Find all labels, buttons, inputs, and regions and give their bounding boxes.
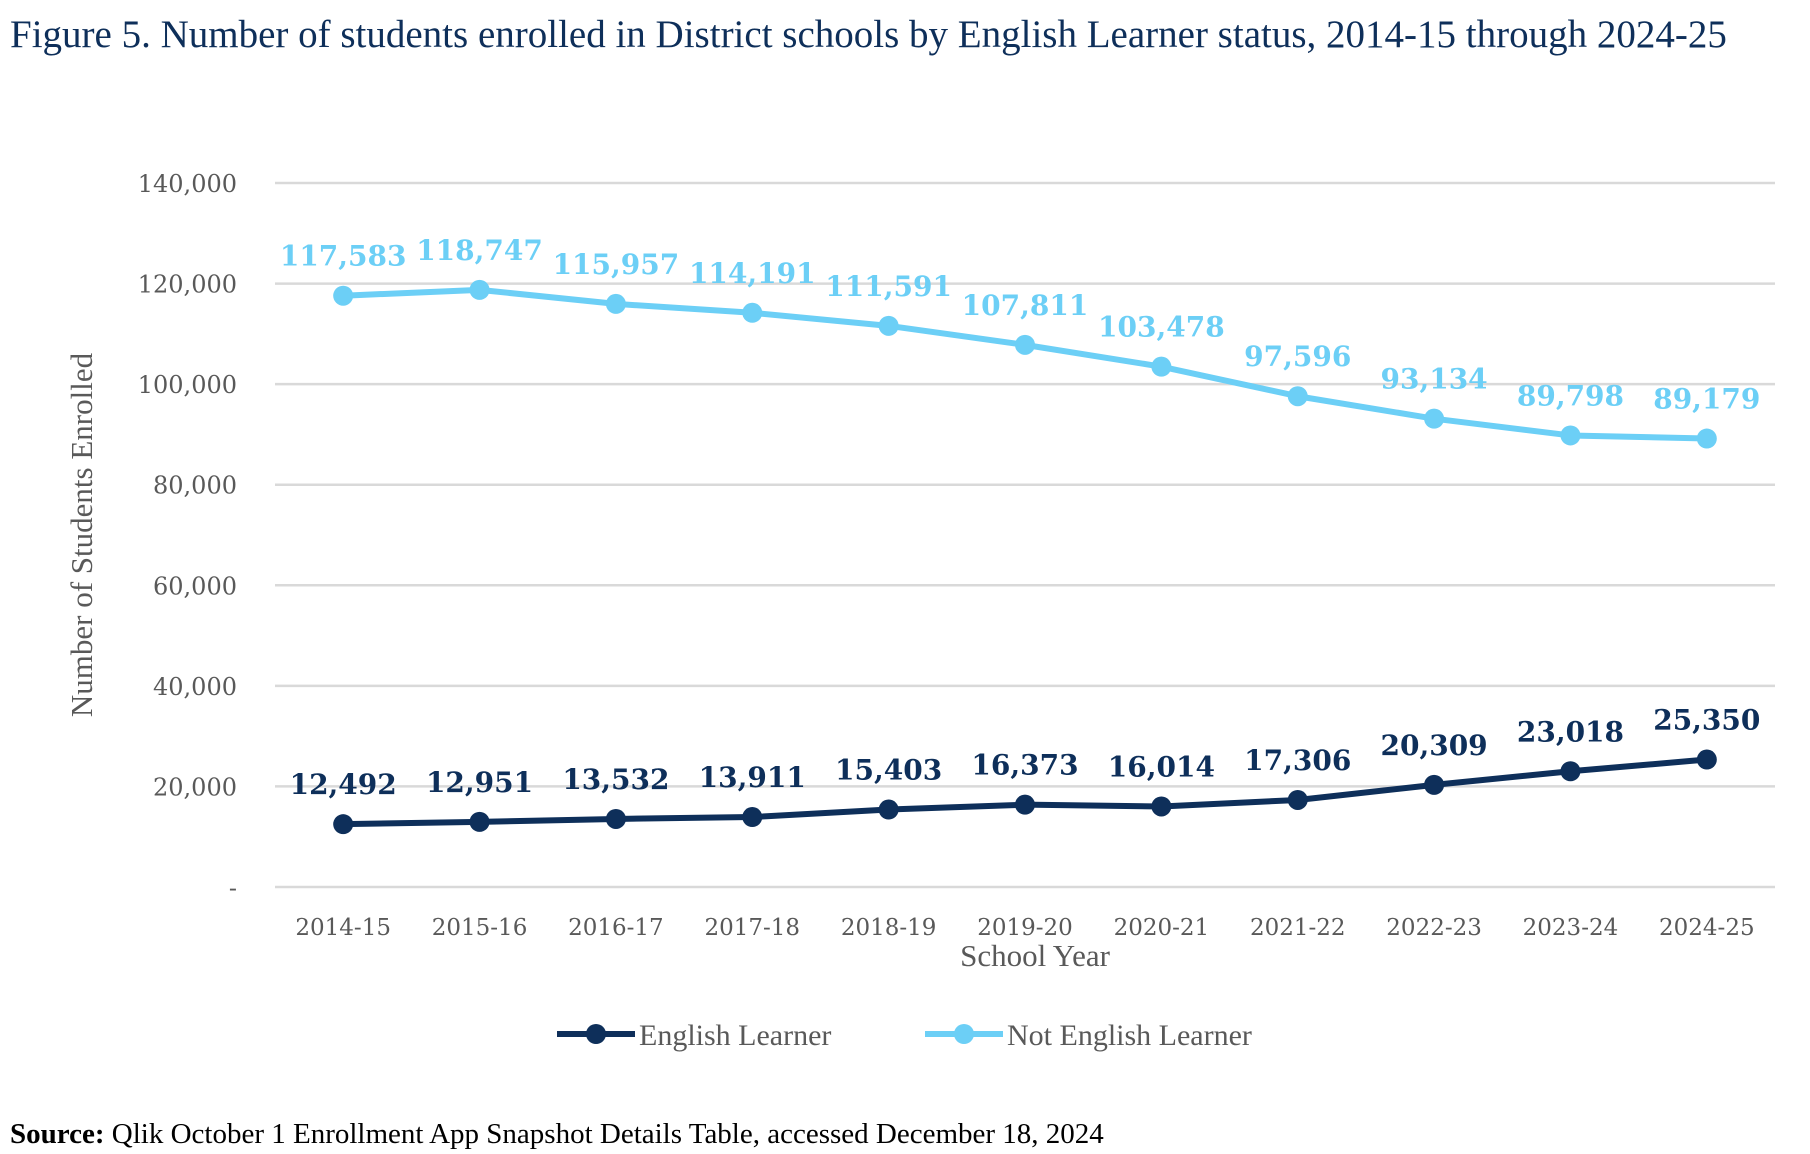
data-point [605, 293, 626, 314]
data-label: 97,596 [1244, 340, 1351, 373]
data-label: 12,492 [290, 768, 397, 801]
data-point [469, 811, 490, 832]
legend-marker-icon [954, 1024, 974, 1044]
y-tick-label: 80,000 [153, 472, 237, 500]
source-note: Source: Qlik October 1 Enrollment App Sn… [10, 1118, 1800, 1151]
legend-label: English Learner [639, 1019, 831, 1052]
x-axis-title: School Year [960, 938, 1111, 973]
data-point [1151, 796, 1172, 817]
x-tick-label: 2016-17 [568, 915, 664, 941]
y-tick-label: - [229, 874, 237, 902]
x-tick-label: 2024-25 [1659, 915, 1755, 941]
data-point [1560, 761, 1581, 782]
y-tick-label: 120,000 [138, 271, 237, 299]
data-label: 114,191 [689, 257, 816, 290]
data-point [1560, 425, 1581, 446]
legend-item: English Learner [557, 1019, 831, 1052]
gridlines [275, 181, 1775, 889]
data-label: 13,911 [699, 761, 806, 794]
x-tick-label: 2018-19 [841, 915, 937, 941]
legend-label: Not English Learner [1007, 1019, 1252, 1052]
data-point [742, 807, 763, 828]
source-label: Source: [10, 1118, 105, 1150]
data-point [1287, 789, 1308, 810]
data-label: 16,014 [1108, 750, 1215, 783]
x-tick-label: 2021-22 [1250, 915, 1346, 941]
legend-marker-icon [586, 1024, 606, 1044]
y-tick-label: 40,000 [153, 673, 237, 701]
data-point [1287, 386, 1308, 407]
series-group [333, 279, 1717, 835]
data-point [878, 799, 899, 820]
data-label: 89,798 [1517, 379, 1624, 412]
data-label: 13,532 [562, 763, 669, 796]
data-label: 23,018 [1517, 715, 1624, 748]
data-point [469, 279, 490, 300]
series-english-learner [333, 749, 1717, 835]
y-tick-label: 60,000 [153, 572, 237, 600]
data-point [1015, 794, 1035, 815]
y-tick-label: 100,000 [138, 371, 237, 399]
legend: English Learner Not English Learner [557, 1019, 1252, 1052]
x-tick-label: 2020-21 [1114, 915, 1210, 941]
legend-item: Not English Learner [925, 1019, 1252, 1052]
data-label: 20,309 [1381, 729, 1488, 762]
data-point [742, 302, 763, 323]
data-point [1696, 428, 1717, 449]
data-point [878, 315, 899, 336]
y-axis-title: Number of Students Enrolled [64, 352, 99, 717]
data-label: 103,478 [1098, 311, 1225, 344]
figure-title: Figure 5. Number of students enrolled in… [10, 13, 1727, 56]
data-label: 16,373 [971, 749, 1078, 782]
x-tick-label: 2019-20 [977, 915, 1073, 941]
data-point [1696, 749, 1717, 770]
x-tick-label: 2017-18 [704, 915, 800, 941]
data-point [1424, 774, 1445, 795]
series-not-english-learner [333, 279, 1717, 449]
data-label: 89,179 [1653, 383, 1760, 416]
data-label: 17,306 [1244, 744, 1351, 777]
x-tick-label: 2014-15 [295, 915, 391, 941]
data-point [1015, 334, 1035, 355]
data-label: 25,350 [1653, 704, 1760, 737]
data-point [1424, 408, 1445, 429]
data-point [333, 814, 354, 835]
y-axis-ticks: - 20,000 40,000 60,000 80,000 100,000 120,000 1… [138, 170, 237, 902]
data-label: 111,591 [825, 270, 952, 303]
y-tick-label: 140,000 [138, 170, 237, 198]
data-label: 118,747 [416, 234, 543, 267]
data-labels: 12,492 12,951 13,532 13,911 15,403 16,373 16,0… [280, 234, 1761, 801]
x-tick-label: 2022-23 [1386, 915, 1482, 941]
data-label: 93,134 [1381, 363, 1488, 396]
x-tick-label: 2015-16 [432, 915, 528, 941]
data-label: 12,951 [426, 766, 533, 799]
data-label: 115,957 [553, 248, 680, 281]
data-point [333, 285, 354, 306]
data-label: 117,583 [280, 240, 407, 273]
x-tick-label: 2023-24 [1523, 915, 1619, 941]
data-point [1151, 356, 1172, 377]
y-tick-label: 20,000 [153, 773, 237, 801]
data-label: 15,403 [835, 754, 942, 787]
data-point [605, 808, 626, 829]
x-axis-ticks: 2014-15 2015-16 2016-17 2017-18 2018-19 2019-… [295, 915, 1754, 941]
data-label: 107,811 [962, 289, 1089, 322]
source-text: Qlik October 1 Enrollment App Snapshot D… [104, 1118, 1104, 1150]
